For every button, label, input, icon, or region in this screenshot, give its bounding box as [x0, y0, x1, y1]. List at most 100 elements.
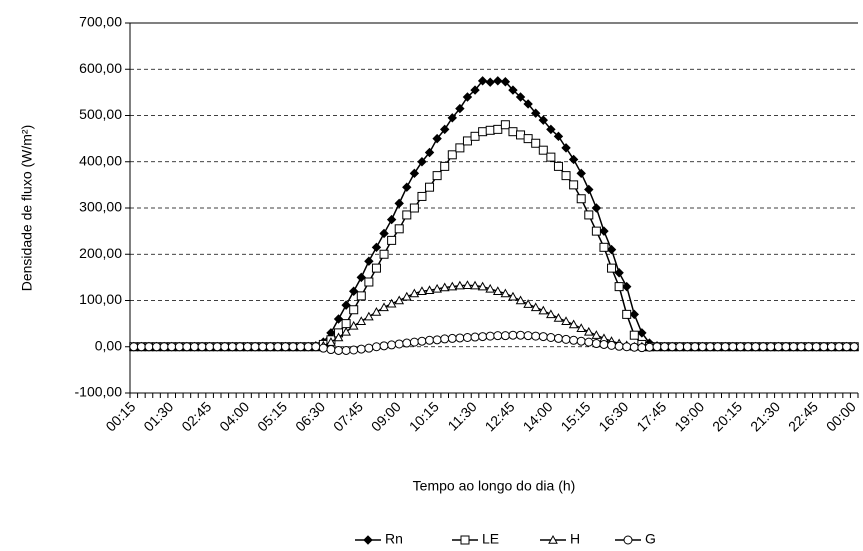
data-point: [508, 85, 518, 95]
data-point: [629, 309, 639, 320]
data-point: [781, 342, 791, 352]
data-point: [531, 108, 541, 118]
data-point: [417, 336, 427, 346]
data-point: [561, 171, 571, 181]
data-point: [584, 337, 594, 347]
data-point: [561, 143, 571, 153]
data-point: [796, 342, 806, 352]
x-tick-label: 00:15: [102, 398, 138, 434]
data-point: [470, 280, 480, 290]
data-point: [599, 226, 609, 236]
data-point: [531, 331, 541, 341]
data-point: [371, 263, 381, 273]
data-point: [477, 281, 488, 291]
x-tick-label: 19:00: [671, 398, 707, 434]
data-point: [569, 180, 579, 190]
data-point: [447, 113, 457, 123]
data-point: [303, 342, 313, 352]
data-point: [280, 342, 290, 352]
legend-label: G: [645, 531, 656, 547]
data-point: [341, 326, 351, 336]
data-point: [349, 345, 359, 355]
data-point: [568, 154, 579, 165]
data-point: [493, 76, 503, 86]
x-tick-label: 09:00: [368, 398, 404, 434]
x-tick-label: 10:15: [406, 398, 442, 434]
y-axis-label: Densidade de fluxo (W/m²): [19, 125, 35, 292]
legend-label: LE: [482, 531, 499, 547]
data-point: [470, 131, 480, 141]
x-tick-label: 20:15: [709, 398, 745, 434]
data-point: [356, 291, 366, 301]
data-point: [591, 226, 601, 236]
legend-marker: [460, 535, 470, 545]
data-point: [538, 332, 548, 342]
data-point: [425, 335, 435, 345]
data-point: [432, 335, 442, 345]
data-point: [387, 235, 397, 245]
data-point: [546, 124, 556, 135]
data-point: [576, 323, 587, 332]
y-tick-label: -100,00: [75, 384, 123, 400]
data-point: [508, 291, 518, 301]
data-point: [197, 342, 207, 352]
data-point: [243, 342, 253, 352]
data-point: [622, 309, 632, 319]
data-point: [591, 339, 601, 349]
data-point: [523, 299, 533, 308]
x-tick-label: 15:15: [557, 398, 593, 434]
data-point: [637, 343, 647, 353]
data-point: [356, 344, 366, 354]
data-point: [569, 335, 579, 345]
data-point: [394, 295, 405, 305]
x-tick-label: 05:15: [254, 398, 290, 434]
data-point: [546, 333, 556, 342]
data-point: [379, 249, 389, 259]
data-point: [720, 342, 730, 352]
data-point: [675, 342, 685, 352]
data-point: [341, 300, 351, 310]
data-point: [629, 330, 639, 340]
data-point: [553, 131, 564, 142]
data-point: [462, 136, 472, 146]
data-point: [493, 124, 503, 134]
data-point: [349, 305, 359, 315]
data-point: [182, 342, 192, 352]
legend-label: H: [570, 531, 580, 547]
data-point: [515, 295, 526, 305]
data-point: [379, 228, 389, 239]
data-point: [447, 281, 458, 291]
data-point: [341, 319, 351, 329]
data-point: [417, 191, 427, 201]
data-point: [326, 345, 336, 355]
data-point: [591, 330, 602, 339]
y-tick-label: 700,00: [79, 14, 122, 30]
data-point: [333, 314, 344, 324]
data-point: [409, 203, 419, 213]
data-point: [751, 342, 761, 352]
data-point: [387, 340, 397, 350]
data-point: [318, 343, 328, 353]
data-point: [432, 171, 442, 181]
data-point: [515, 92, 526, 102]
data-point: [743, 342, 753, 352]
y-tick-label: 600,00: [79, 60, 122, 76]
series-line: [133, 79, 855, 348]
data-point: [235, 342, 245, 352]
data-point: [523, 331, 533, 341]
data-point: [493, 331, 503, 341]
data-point: [432, 133, 442, 144]
data-point: [273, 342, 283, 352]
data-point: [364, 277, 374, 287]
data-point: [189, 342, 199, 352]
data-point: [561, 316, 571, 326]
data-point: [485, 331, 495, 341]
x-tick-label: 02:45: [178, 398, 214, 434]
data-point: [439, 282, 450, 292]
data-point: [462, 92, 473, 102]
data-point: [530, 302, 541, 312]
x-tick-label: 16:30: [595, 398, 631, 434]
data-point: [409, 337, 419, 347]
data-point: [508, 127, 518, 137]
